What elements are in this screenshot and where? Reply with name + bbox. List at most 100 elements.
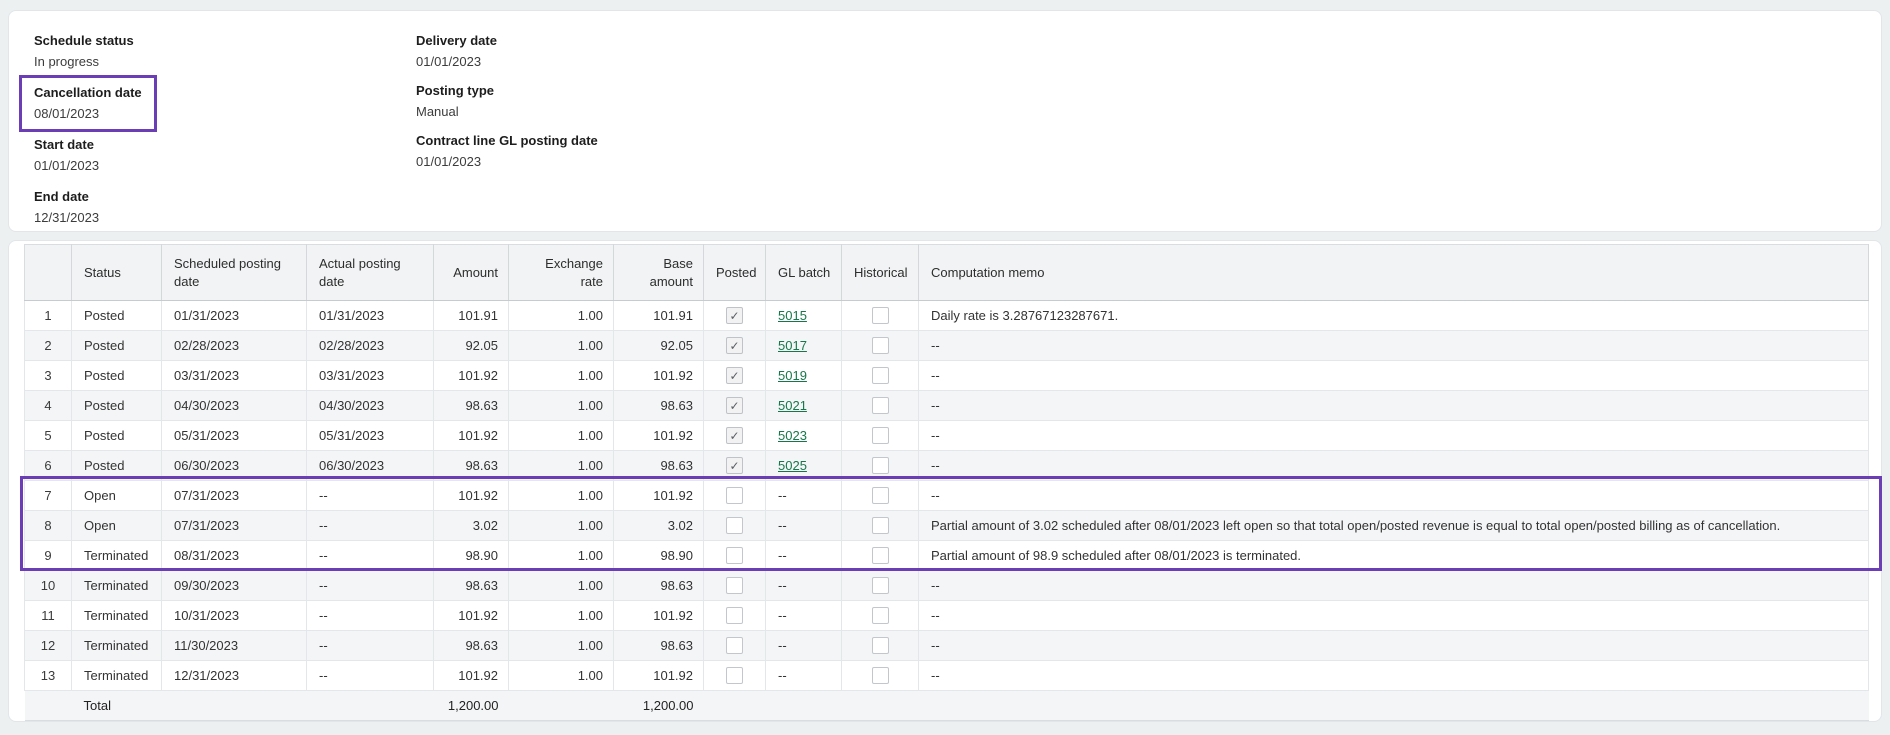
field-label: Start date [34, 137, 94, 152]
historical-checkbox[interactable] [871, 607, 889, 625]
table-row: 5 Posted 05/31/2023 05/31/2023 101.92 1.… [24, 420, 1869, 451]
gl-batch-link[interactable]: 5017 [778, 338, 807, 353]
row-historical-cell [841, 330, 919, 361]
row-status: Posted [71, 360, 162, 391]
historical-checkbox[interactable] [871, 457, 889, 475]
posted-checkbox[interactable] [726, 607, 743, 625]
row-computation-memo: -- [918, 660, 1869, 691]
row-base-amount: 101.92 [613, 360, 704, 391]
posted-checkbox[interactable]: ✓ [726, 397, 743, 415]
table-row: 7 Open 07/31/2023 -- 101.92 1.00 101.92 … [24, 480, 1869, 511]
row-status: Posted [71, 390, 162, 421]
historical-checkbox[interactable] [871, 367, 889, 385]
row-number: 7 [24, 480, 72, 511]
gl-batch-link[interactable]: 5023 [778, 428, 807, 443]
row-computation-memo: Partial amount of 3.02 scheduled after 0… [918, 510, 1869, 541]
historical-checkbox[interactable] [871, 487, 889, 505]
row-base-amount: 98.63 [613, 390, 704, 421]
row-status: Posted [71, 420, 162, 451]
row-status: Terminated [71, 540, 162, 571]
col-header-row-number [24, 244, 72, 301]
row-number: 12 [24, 630, 72, 661]
row-gl-batch: -- [765, 570, 842, 601]
row-scheduled-posting-date: 03/31/2023 [161, 360, 307, 391]
table-header-row: Status Scheduled posting date Actual pos… [24, 244, 1869, 301]
historical-checkbox[interactable] [871, 637, 889, 655]
row-actual-posting-date: 01/31/2023 [306, 300, 434, 331]
row-actual-posting-date: -- [306, 600, 434, 631]
table-row: 2 Posted 02/28/2023 02/28/2023 92.05 1.0… [24, 330, 1869, 361]
gl-batch-link[interactable]: 5025 [778, 458, 807, 473]
row-computation-memo: -- [918, 390, 1869, 421]
row-actual-posting-date: 05/31/2023 [306, 420, 434, 451]
posted-checkbox[interactable] [726, 547, 743, 565]
posted-checkbox[interactable] [726, 517, 743, 535]
posted-checkbox[interactable] [726, 577, 743, 595]
summary-fields-right: Delivery date 01/01/2023 Posting type Ma… [416, 32, 598, 170]
posted-checkbox[interactable]: ✓ [726, 427, 743, 445]
field-end-date: End date 12/31/2023 [34, 188, 142, 226]
historical-checkbox[interactable] [871, 427, 889, 445]
row-base-amount: 101.92 [613, 420, 704, 451]
row-status: Posted [71, 300, 162, 331]
row-number: 11 [24, 600, 72, 631]
total-rate-spacer [508, 690, 614, 721]
row-base-amount: 98.63 [613, 570, 704, 601]
row-actual-posting-date: -- [306, 510, 434, 541]
row-gl-batch: -- [765, 600, 842, 631]
posted-checkbox[interactable]: ✓ [726, 337, 743, 355]
row-scheduled-posting-date: 04/30/2023 [161, 390, 307, 421]
row-exchange-rate: 1.00 [508, 600, 614, 631]
historical-checkbox[interactable] [871, 547, 889, 565]
row-historical-cell [841, 360, 919, 391]
row-computation-memo: -- [918, 570, 1869, 601]
posted-checkbox[interactable]: ✓ [726, 307, 743, 325]
row-historical-cell [841, 480, 919, 511]
row-computation-memo: Daily rate is 3.28767123287671. [918, 300, 1869, 331]
row-base-amount: 92.05 [613, 330, 704, 361]
field-label: Posting type [416, 83, 495, 98]
row-posted-cell: ✓ [703, 420, 766, 451]
row-scheduled-posting-date: 08/31/2023 [161, 540, 307, 571]
row-status: Open [71, 480, 162, 511]
row-base-amount: 101.91 [613, 300, 704, 331]
row-gl-batch: 5021 [765, 390, 842, 421]
row-gl-batch: -- [765, 630, 842, 661]
historical-checkbox[interactable] [871, 307, 889, 325]
row-base-amount: 101.92 [613, 480, 704, 511]
gl-batch-link[interactable]: 5015 [778, 308, 807, 323]
row-exchange-rate: 1.00 [508, 390, 614, 421]
posted-checkbox[interactable] [726, 637, 743, 655]
row-computation-memo: Partial amount of 98.9 scheduled after 0… [918, 540, 1869, 571]
row-posted-cell: ✓ [703, 330, 766, 361]
row-posted-cell [703, 480, 766, 511]
historical-checkbox[interactable] [871, 577, 889, 595]
gl-batch-link[interactable]: 5021 [778, 398, 807, 413]
table-row: 1 Posted 01/31/2023 01/31/2023 101.91 1.… [24, 300, 1869, 331]
posted-checkbox[interactable] [726, 667, 743, 685]
gl-batch-link[interactable]: 5019 [778, 368, 807, 383]
row-gl-batch: -- [765, 510, 842, 541]
row-exchange-rate: 1.00 [508, 450, 614, 481]
posted-checkbox[interactable]: ✓ [726, 457, 743, 475]
row-base-amount: 101.92 [613, 660, 704, 691]
row-number: 5 [24, 420, 72, 451]
field-value: 08/01/2023 [34, 106, 100, 121]
historical-checkbox[interactable] [871, 667, 889, 685]
field-value: Manual [416, 104, 459, 119]
historical-checkbox[interactable] [871, 517, 889, 535]
row-status: Terminated [71, 600, 162, 631]
field-start-date: Start date 01/01/2023 [34, 136, 142, 174]
row-status: Posted [71, 330, 162, 361]
field-value: 01/01/2023 [34, 158, 100, 173]
row-amount: 101.92 [433, 420, 509, 451]
field-contract-line-gl-posting-date: Contract line GL posting date 01/01/2023 [416, 132, 598, 170]
historical-checkbox[interactable] [871, 337, 889, 355]
row-number: 13 [24, 660, 72, 691]
row-gl-batch: 5015 [765, 300, 842, 331]
historical-checkbox[interactable] [871, 397, 889, 415]
posting-schedule-table-wrap: Status Scheduled posting date Actual pos… [24, 244, 1869, 721]
posted-checkbox[interactable] [726, 487, 743, 505]
row-historical-cell [841, 540, 919, 571]
posted-checkbox[interactable]: ✓ [726, 367, 743, 385]
